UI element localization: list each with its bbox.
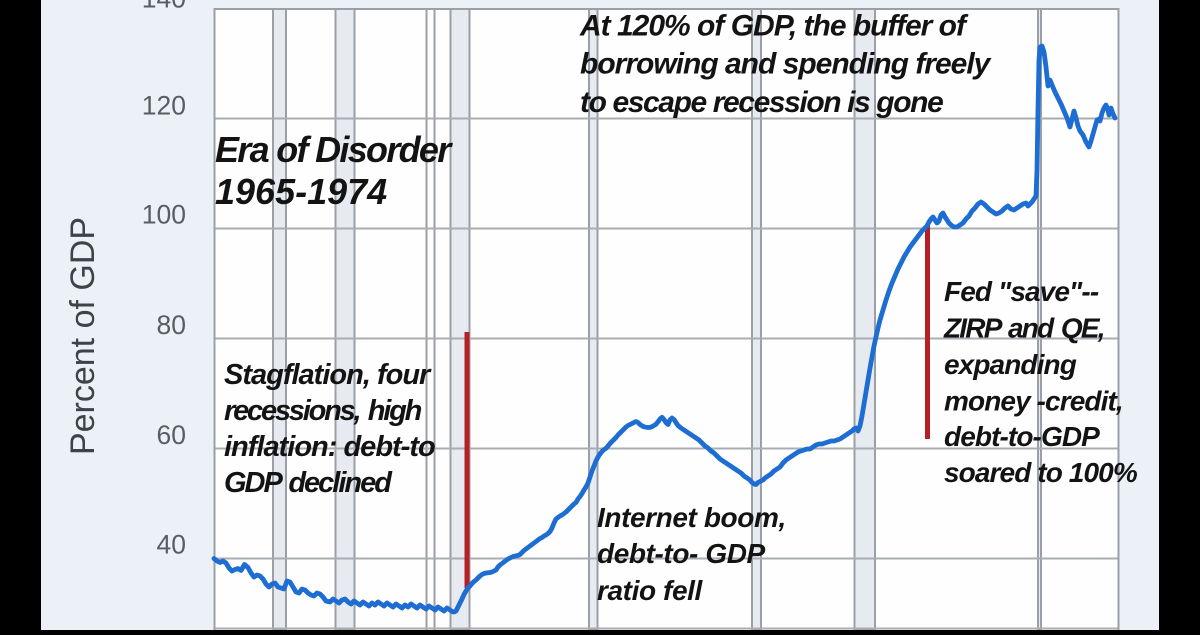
svg-text:GDP declined: GDP declined bbox=[224, 467, 393, 499]
svg-text:Percent of GDP: Percent of GDP bbox=[64, 217, 102, 455]
svg-text:80: 80 bbox=[157, 310, 186, 340]
svg-text:Era of Disorder: Era of Disorder bbox=[215, 129, 453, 170]
svg-text:40: 40 bbox=[157, 530, 186, 560]
svg-text:to escape recession is gone: to escape recession is gone bbox=[580, 86, 943, 119]
svg-text:Internet boom,: Internet boom, bbox=[597, 502, 786, 533]
svg-text:recessions, high: recessions, high bbox=[224, 395, 422, 427]
svg-text:ZIRP and QE,: ZIRP and QE, bbox=[943, 313, 1104, 344]
svg-text:debt-to- GDP: debt-to- GDP bbox=[597, 538, 766, 569]
svg-text:60: 60 bbox=[157, 420, 186, 450]
svg-text:ratio fell: ratio fell bbox=[597, 575, 704, 606]
svg-text:140: 140 bbox=[142, 0, 186, 14]
svg-text:100: 100 bbox=[142, 200, 186, 230]
svg-text:soared to 100%: soared to 100% bbox=[944, 457, 1138, 488]
svg-text:Fed "save"--: Fed "save"-- bbox=[944, 276, 1099, 307]
svg-text:1965-1974: 1965-1974 bbox=[215, 171, 387, 212]
svg-text:Stagflation, four: Stagflation, four bbox=[224, 359, 432, 391]
svg-text:expanding: expanding bbox=[944, 349, 1077, 380]
svg-text:At 120% of GDP, the buffer of: At 120% of GDP, the buffer of bbox=[579, 10, 969, 43]
svg-text:money -credit,: money -credit, bbox=[944, 386, 1123, 417]
svg-text:debt-to-GDP: debt-to-GDP bbox=[944, 421, 1100, 452]
svg-text:inflation: debt-to: inflation: debt-to bbox=[224, 431, 435, 463]
svg-text:120: 120 bbox=[142, 91, 186, 121]
svg-text:borrowing and spending freely: borrowing and spending freely bbox=[580, 48, 992, 81]
